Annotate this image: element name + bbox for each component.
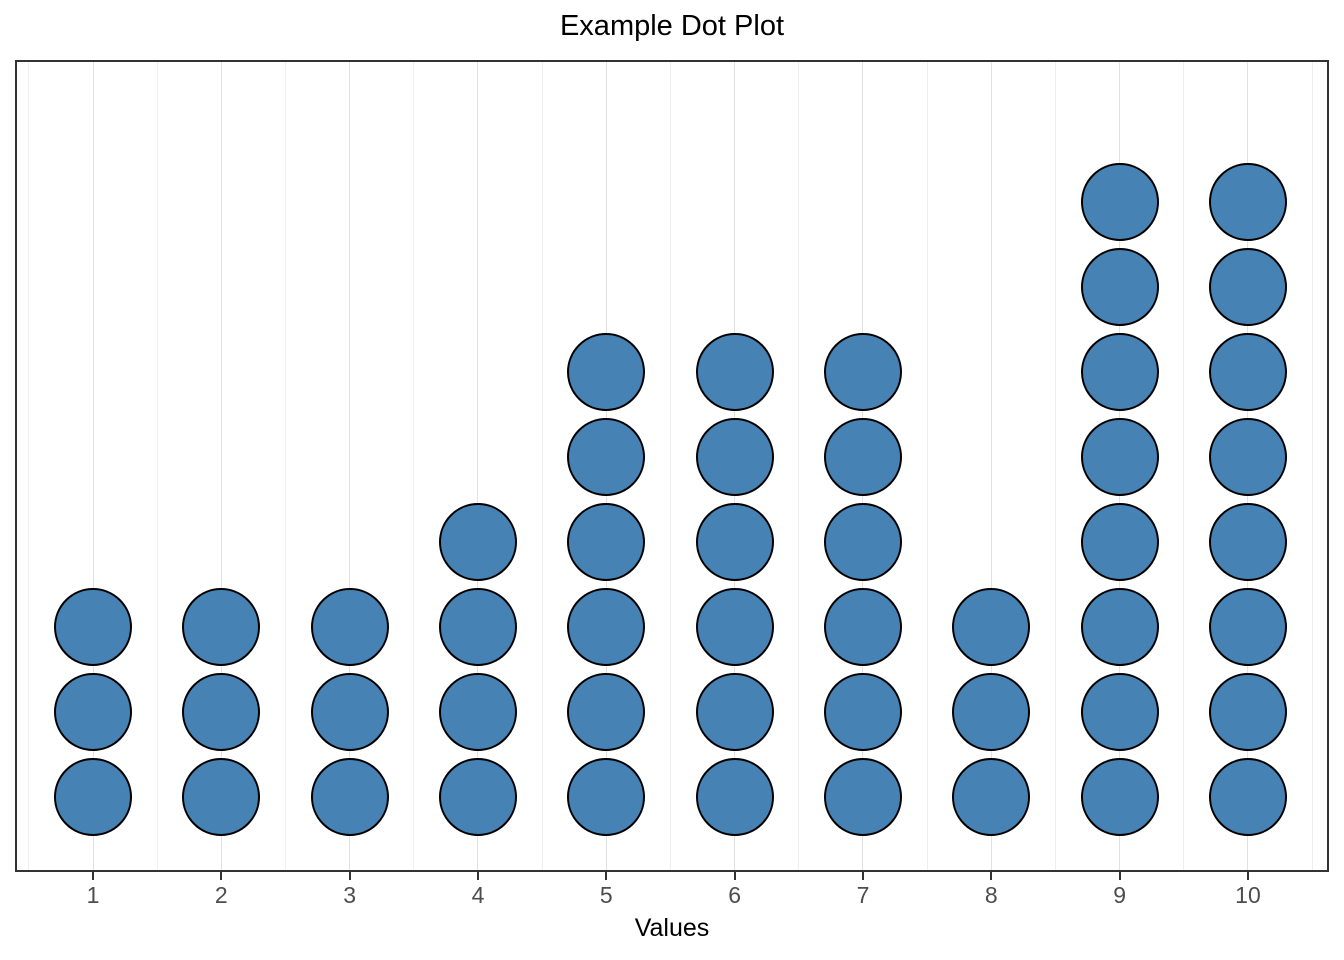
data-dot <box>695 758 774 836</box>
data-dot <box>567 673 646 751</box>
x-axis-tick <box>861 872 864 880</box>
data-dot <box>54 673 132 751</box>
data-dot <box>54 588 132 666</box>
x-tick-label: 1 <box>86 882 100 908</box>
data-dot <box>310 758 389 836</box>
x-tick-label: 3 <box>343 882 357 908</box>
minor-gridline <box>413 62 415 870</box>
data-dot <box>54 758 132 836</box>
data-dot <box>695 673 774 751</box>
x-tick-label: 9 <box>1113 882 1127 908</box>
data-dot <box>1208 758 1287 836</box>
major-gridline <box>990 62 992 870</box>
data-dot <box>695 333 774 411</box>
data-dot <box>952 673 1031 751</box>
data-dot <box>1080 758 1159 836</box>
x-axis-tick <box>990 872 993 880</box>
data-dot <box>1080 673 1159 751</box>
x-tick-label: 10 <box>1235 882 1261 908</box>
minor-gridline <box>1054 62 1056 870</box>
data-dot <box>823 673 902 751</box>
data-dot <box>1080 248 1159 326</box>
data-dot <box>1208 588 1287 666</box>
minor-gridline <box>156 62 158 870</box>
data-dot <box>1080 163 1159 241</box>
data-dot <box>182 673 261 751</box>
data-dot <box>438 673 517 751</box>
data-dot <box>1080 503 1159 581</box>
data-dot <box>823 503 902 581</box>
x-tick-label: 6 <box>728 882 742 908</box>
data-dot <box>823 333 902 411</box>
x-axis-tick <box>1246 872 1249 880</box>
data-dot <box>310 673 389 751</box>
major-gridline <box>477 62 479 870</box>
data-dot <box>695 588 774 666</box>
x-tick-label: 4 <box>471 882 485 908</box>
data-dot <box>1080 333 1159 411</box>
data-dot <box>1208 673 1287 751</box>
minor-gridline <box>284 62 286 870</box>
x-axis-tick <box>92 872 94 880</box>
x-tick-label: 2 <box>214 882 228 908</box>
major-gridline <box>220 62 222 870</box>
data-dot <box>1208 248 1287 326</box>
x-axis-tick <box>348 872 351 880</box>
data-dot <box>823 758 902 836</box>
x-axis-tick <box>1118 872 1121 880</box>
x-axis-title: Values <box>634 914 710 942</box>
data-dot <box>823 588 902 666</box>
data-dot <box>1080 588 1159 666</box>
data-dot <box>567 503 646 581</box>
data-dot <box>952 588 1031 666</box>
data-dot <box>567 418 646 496</box>
data-dot <box>1080 418 1159 496</box>
data-dot <box>695 418 774 496</box>
x-axis-tick <box>605 872 608 880</box>
data-dot <box>438 758 517 836</box>
data-dot <box>567 758 646 836</box>
data-dot <box>438 503 517 581</box>
x-axis-tick <box>733 872 736 880</box>
data-dot <box>182 758 261 836</box>
data-dot <box>1208 503 1287 581</box>
major-gridline <box>92 62 94 870</box>
minor-gridline <box>28 62 30 870</box>
x-tick-label: 8 <box>984 882 998 908</box>
data-dot <box>952 758 1031 836</box>
x-axis-tick <box>476 872 479 880</box>
data-dot <box>695 503 774 581</box>
data-dot <box>1208 418 1287 496</box>
data-dot <box>310 588 389 666</box>
data-dot <box>567 588 646 666</box>
data-dot <box>1208 333 1287 411</box>
data-dot <box>182 588 261 666</box>
data-dot <box>1208 163 1287 241</box>
minor-gridline <box>798 62 800 870</box>
plot-panel <box>15 60 1329 872</box>
major-gridline <box>349 62 351 870</box>
minor-gridline <box>1183 62 1185 870</box>
x-tick-label: 7 <box>856 882 870 908</box>
data-dot <box>438 588 517 666</box>
chart-title: Example Dot Plot <box>559 10 785 42</box>
x-tick-label: 5 <box>599 882 613 908</box>
minor-gridline <box>926 62 928 870</box>
data-dot <box>823 418 902 496</box>
minor-gridline <box>541 62 543 870</box>
minor-gridline <box>669 62 671 870</box>
x-axis-tick <box>220 872 223 880</box>
minor-gridline <box>1311 62 1313 870</box>
data-dot <box>567 333 646 411</box>
